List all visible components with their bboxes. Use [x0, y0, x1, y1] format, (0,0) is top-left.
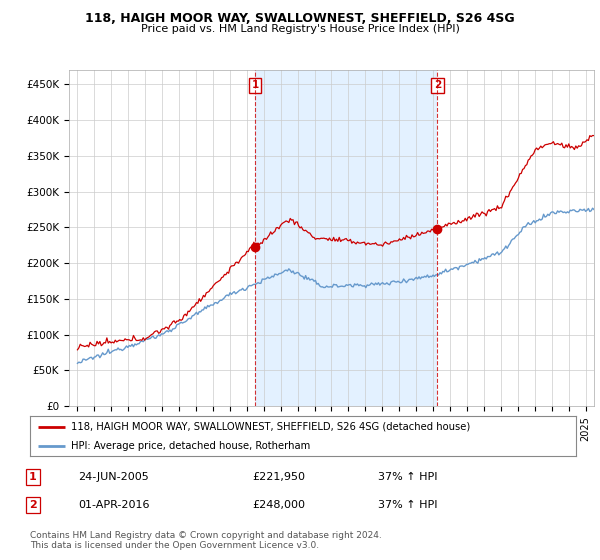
Text: £248,000: £248,000: [252, 500, 305, 510]
Text: 24-JUN-2005: 24-JUN-2005: [78, 472, 149, 482]
Text: 2: 2: [29, 500, 37, 510]
Text: 1: 1: [251, 80, 259, 90]
Text: 1: 1: [29, 472, 37, 482]
Text: 01-APR-2016: 01-APR-2016: [78, 500, 149, 510]
Text: Price paid vs. HM Land Registry's House Price Index (HPI): Price paid vs. HM Land Registry's House …: [140, 24, 460, 34]
Bar: [255, 70, 437, 406]
Text: 37% ↑ HPI: 37% ↑ HPI: [378, 500, 437, 510]
Text: 37% ↑ HPI: 37% ↑ HPI: [378, 472, 437, 482]
Text: £221,950: £221,950: [252, 472, 305, 482]
Text: HPI: Average price, detached house, Rotherham: HPI: Average price, detached house, Roth…: [71, 441, 310, 450]
Text: 2: 2: [434, 80, 441, 90]
Text: Contains HM Land Registry data © Crown copyright and database right 2024.
This d: Contains HM Land Registry data © Crown c…: [30, 531, 382, 550]
Text: 118, HAIGH MOOR WAY, SWALLOWNEST, SHEFFIELD, S26 4SG (detached house): 118, HAIGH MOOR WAY, SWALLOWNEST, SHEFFI…: [71, 422, 470, 432]
Text: 118, HAIGH MOOR WAY, SWALLOWNEST, SHEFFIELD, S26 4SG: 118, HAIGH MOOR WAY, SWALLOWNEST, SHEFFI…: [85, 12, 515, 25]
